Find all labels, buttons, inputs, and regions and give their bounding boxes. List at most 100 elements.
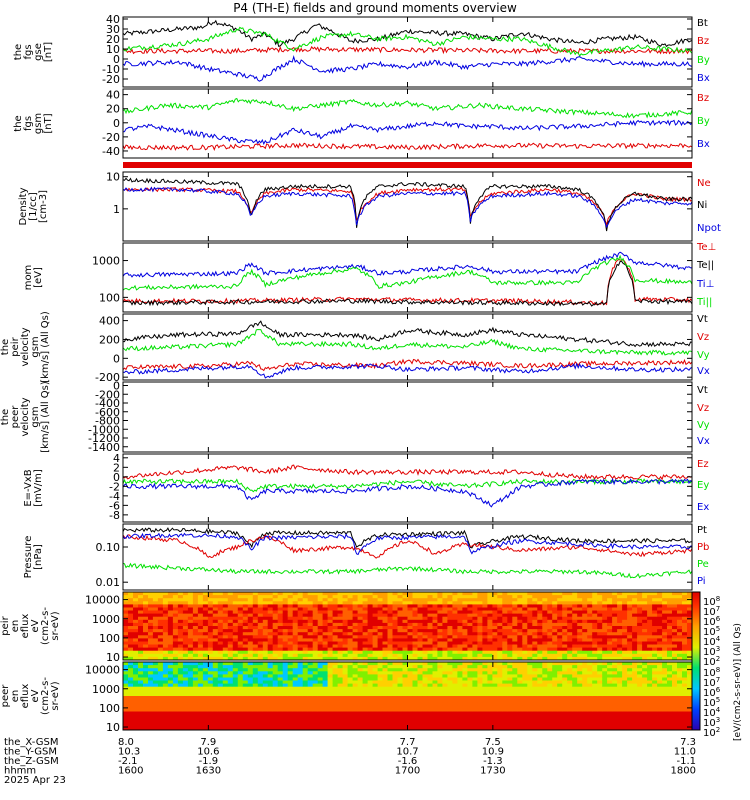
y-tick-label: 2 (113, 461, 120, 474)
legend-Pi: Pi (697, 576, 706, 587)
footer-value: 7.5 (485, 737, 501, 748)
footer-value: 8.0 (118, 737, 134, 748)
y-tick-label: 20 (106, 33, 120, 46)
panel-sep (123, 162, 692, 168)
y-axis-label-line: eV (30, 619, 41, 632)
series-line-efield-Ey (122, 478, 693, 493)
legend-Vy: Vy (697, 350, 710, 361)
y-axis-label-line: [nT] (43, 113, 54, 133)
y-axis-label-line: [mV/m] (33, 469, 44, 507)
panel-peir-vel: 400 200 0 -200 the peir velocity gsm [km/s] (All… (0, 311, 710, 384)
y-axis-label-line: velocity (20, 397, 31, 436)
y-tick-label: 10 (106, 43, 120, 56)
legend-Vz: Vz (697, 332, 709, 343)
colorbar-label: [eV/(cm2-s-sr-eV)] (All Qs) (733, 623, 743, 741)
legend-Ex: Ex (697, 502, 709, 513)
y-tick-label: 1000 (92, 683, 120, 696)
y-axis-label-line: peer (10, 405, 21, 429)
legend-Bx: Bx (697, 73, 710, 84)
footer-value: 11.0 (674, 747, 696, 758)
y-tick-label: 0 (113, 352, 120, 365)
y-axis-label-line: peir (10, 336, 21, 356)
y-tick-label: -1000 (88, 423, 120, 436)
y-axis-label-line: gsm (30, 406, 41, 427)
y-axis-label-line: the (0, 339, 11, 355)
series-line-temp-Ti⊥ (122, 251, 693, 278)
series-line-fgs-gsm-By (122, 97, 693, 119)
y-tick-label: 10000 (85, 594, 120, 607)
footer-row-label: hhmm (4, 766, 36, 777)
y-tick-label: 400 (99, 315, 120, 328)
y-axis-label-line: en (10, 620, 21, 633)
series-line-fgs-gse-Bx (122, 55, 693, 82)
panel-pressure: 0.10 0.01 Pressure [nPa] Pt Pb Pe Pi (23, 523, 709, 591)
footer-value: 7.9 (200, 737, 216, 748)
legend-Vt: Vt (697, 314, 708, 325)
y-axis-label: thepeirenefluxeV(cm2-s-sr-eV) (0, 607, 61, 645)
y-axis-label: the peer velocity gsm [km/s] (All Qs) (0, 381, 51, 453)
y-tick-label: 1000 (92, 613, 120, 626)
legend-Vz: Vz (697, 403, 709, 414)
legend-Pb: Pb (697, 542, 709, 553)
y-axis-label: the fgs gsm [nT] (13, 113, 54, 134)
footer-row-label: the_Y-GSM (4, 747, 57, 758)
y-axis-label-line: the (13, 44, 24, 60)
y-tick-label: -20 (102, 131, 120, 144)
y-tick-label: 10 (106, 171, 120, 184)
series-line-fgs-gse-By (122, 26, 693, 57)
y-tick-label: 0 (113, 117, 120, 130)
y-axis-label-line: the (0, 618, 1, 634)
y-tick-label: -10 (102, 63, 120, 76)
y-axis-label-line: [cm-3] (38, 190, 49, 223)
y-axis-label-line: [nT] (43, 42, 54, 62)
y-tick-label: 100 (99, 291, 120, 304)
series-line-pressure-Pe (122, 562, 693, 579)
y-axis-label-line: the (0, 409, 11, 425)
y-tick-label: -4 (109, 490, 120, 503)
y-tick-label: 0 (113, 380, 120, 393)
series-line-density-Ne (122, 186, 693, 227)
y-tick-label: 1000 (92, 255, 120, 268)
y-axis-label-line: Density (18, 187, 29, 225)
series-line-temp-Te|| (122, 260, 693, 307)
legend-Ne: Ne (697, 178, 711, 189)
series-line-efield-Ex (122, 477, 693, 508)
footer-value: 1600 (118, 766, 143, 777)
separator-bar (123, 162, 692, 168)
y-tick-label: -800 (95, 415, 120, 428)
series-line-density-Npot (122, 186, 693, 229)
y-tick-label: -400 (95, 397, 120, 410)
legend-Pe: Pe (697, 559, 709, 570)
y-axis-label-line: (cm2-s- (40, 677, 51, 715)
y-tick-label: -40 (102, 145, 120, 158)
y-axis-label-line: en (10, 690, 21, 703)
legend-Vx: Vx (697, 366, 710, 377)
y-tick-label: -200 (95, 371, 120, 384)
legend-Ti||: Ti|| (696, 297, 712, 308)
legend-Npot: Npot (697, 223, 721, 234)
y-tick-label: -1400 (88, 441, 120, 454)
series-line-peir-vel-Vt (123, 320, 693, 348)
legend-Bz: Bz (697, 36, 709, 47)
y-axis-label-line: the (13, 115, 24, 131)
legend-Ez: Ez (697, 459, 709, 470)
colorbar: 1081071061051041031021081071061051041031… (691, 591, 743, 741)
footer-value: 7.3 (680, 737, 696, 748)
panel-frame (122, 381, 693, 453)
y-tick-label: 0.10 (96, 541, 121, 554)
y-tick-label: 40 (106, 13, 120, 26)
legend-Ey: Ey (697, 480, 709, 491)
series-line-fgs-gse-Bz (122, 45, 693, 55)
series-line-peir-vel-Vy (122, 328, 693, 356)
legend-Te||: Te|| (696, 260, 714, 271)
y-tick-label: -8 (109, 509, 120, 522)
footer-value: 10.6 (197, 747, 219, 758)
y-axis-label: thepeerenefluxeV(cm2-s-sr-eV) (0, 677, 61, 715)
footer-value: -1.6 (398, 756, 418, 767)
footer-value: 7.7 (400, 737, 416, 748)
y-axis-label-line: velocity (20, 327, 31, 366)
legend-Vt: Vt (697, 385, 708, 396)
series-line-fgs-gsm-Bz (122, 142, 693, 151)
panel-peer-vel: 0-200-400-600-800-1000-1200-1400 the peer v… (0, 380, 710, 454)
